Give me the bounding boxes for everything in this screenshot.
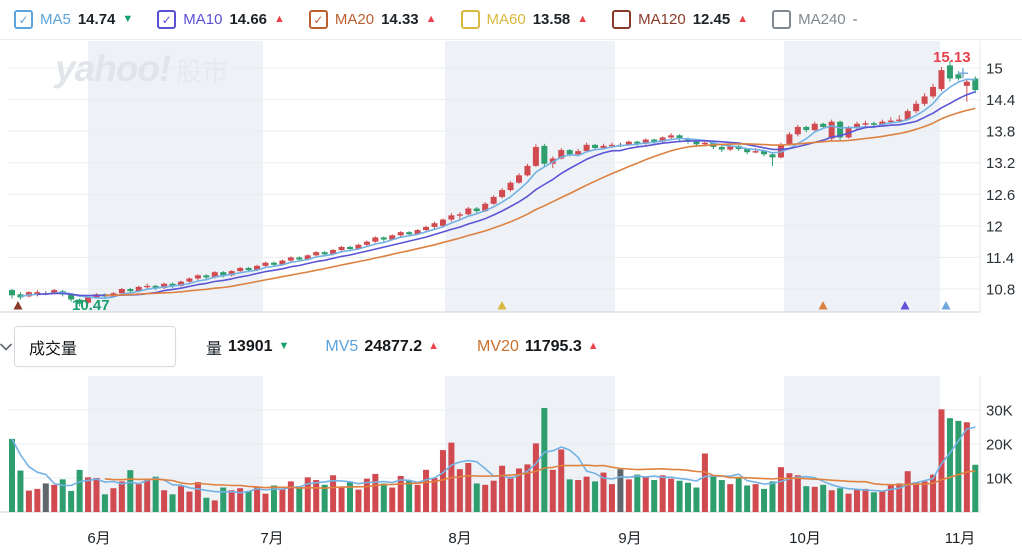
price-candlestick-chart[interactable]: 15 14.4 13.8 13.2 12.6 12 11.4 10.8 15.13 10.47 (0, 35, 1022, 313)
ma240-checkbox[interactable] (772, 10, 792, 29)
ma20-direction-icon: ▲ (425, 13, 437, 25)
svg-text:14.4: 14.4 (986, 92, 1015, 109)
ma120-direction-icon: ▲ (737, 13, 749, 25)
volume-stat-value: 13901 (228, 337, 273, 355)
high-price-annotation: 15.13 (933, 49, 971, 66)
x-axis-month-labels: 6月 7月 8月 9月 10月 11月 (0, 527, 1022, 549)
svg-text:12: 12 (986, 218, 1003, 235)
ma5-line (20, 78, 976, 300)
mv20-stat-label: MV20 (477, 337, 519, 355)
mv5-stat-label: MV5 (325, 337, 359, 355)
ma20-value: 14.33 (381, 11, 419, 28)
mv5-stat-value: 24877.2 (364, 337, 423, 355)
ma60-value: 13.58 (532, 11, 571, 28)
ma5-legend-item[interactable]: ✓ MA5 14.74 ▼ (14, 10, 133, 29)
low-price-annotation: 10.47 (72, 297, 110, 313)
svg-text:10.8: 10.8 (986, 282, 1015, 299)
ma20-label: MA20 (334, 11, 375, 28)
ma240-legend-item[interactable]: MA240 - (772, 10, 865, 29)
ma-legend-bar: ✓ MA5 14.74 ▼ ✓ MA10 14.66 ▲ ✓ MA20 14.3… (0, 0, 1022, 40)
x-axis-month-label: 9月 (618, 530, 642, 547)
ma120-checkbox[interactable] (612, 10, 632, 29)
x-axis-month-label: 10月 (789, 530, 821, 547)
ma120-label: MA120 (638, 11, 686, 28)
indicator-dropdown[interactable]: 成交量 (0, 326, 176, 367)
mv5-direction-icon: ▲ (428, 340, 440, 352)
mv20-direction-icon: ▲ (587, 340, 599, 352)
ma5-value: 14.74 (77, 11, 116, 28)
ma20-legend-item[interactable]: ✓ MA20 14.33 ▲ (308, 10, 437, 29)
ma5-label: MA5 (40, 11, 71, 28)
ma10-label: MA10 (183, 11, 223, 28)
ma60-checkbox[interactable] (460, 10, 480, 29)
ma5-checkbox[interactable]: ✓ (14, 10, 33, 29)
ma20-checkbox[interactable]: ✓ (308, 10, 328, 29)
volume-direction-icon: ▼ (278, 340, 290, 352)
ma120-value: 12.45 (692, 11, 731, 28)
ma60-legend-item[interactable]: MA60 13.58 ▲ (460, 10, 589, 29)
volume-stat-label: 量 (206, 340, 223, 358)
volume-bar-chart[interactable]: 30K 20K 10K (0, 373, 1022, 552)
svg-text:15: 15 (986, 61, 1003, 78)
ma10-legend-item[interactable]: ✓ MA10 14.66 ▲ (157, 10, 285, 29)
svg-text:20K: 20K (986, 437, 1013, 454)
volume-stat: 量 13901 ▼ (206, 335, 289, 359)
ma10-checkbox[interactable]: ✓ (157, 10, 177, 29)
ma240-label: MA240 (798, 11, 846, 28)
ma120-legend-item[interactable]: MA120 12.45 ▲ (612, 10, 748, 29)
ma10-direction-icon: ▲ (274, 13, 285, 25)
svg-text:12.6: 12.6 (986, 187, 1015, 204)
x-axis-month-label: 7月 (260, 530, 284, 547)
volume-gridlines (8, 409, 980, 479)
svg-text:13.2: 13.2 (986, 155, 1015, 172)
svg-text:11.4: 11.4 (986, 250, 1014, 267)
svg-text:10K: 10K (986, 471, 1013, 488)
ma5-direction-icon: ▼ (122, 13, 134, 25)
x-axis-month-label: 6月 (87, 530, 111, 547)
ma10-value: 14.66 (229, 11, 268, 28)
indicator-dropdown-value: 成交量 (29, 340, 78, 358)
volume-control-bar: 成交量 量 13901 ▼ MV5 24877.2 ▲ MV20 11795.3… (0, 320, 1022, 373)
x-axis-month-label: 11月 (944, 530, 976, 547)
chevron-down-icon (0, 343, 12, 351)
mv20-stat: MV20 11795.3 ▲ (477, 338, 599, 356)
event-markers (13, 301, 951, 310)
ma240-value: - (852, 11, 858, 28)
volume-bars (9, 407, 979, 512)
ma60-direction-icon: ▲ (577, 13, 589, 25)
mv20-line (104, 464, 976, 489)
svg-text:13.8: 13.8 (986, 124, 1015, 141)
svg-text:30K: 30K (986, 403, 1013, 420)
mv5-stat: MV5 24877.2 ▲ (325, 338, 439, 356)
mv20-stat-value: 11795.3 (524, 337, 582, 355)
x-axis-month-label: 8月 (448, 530, 472, 547)
ma60-label: MA60 (486, 11, 526, 28)
ma20-line (104, 107, 976, 297)
month-bands-price (88, 41, 940, 312)
